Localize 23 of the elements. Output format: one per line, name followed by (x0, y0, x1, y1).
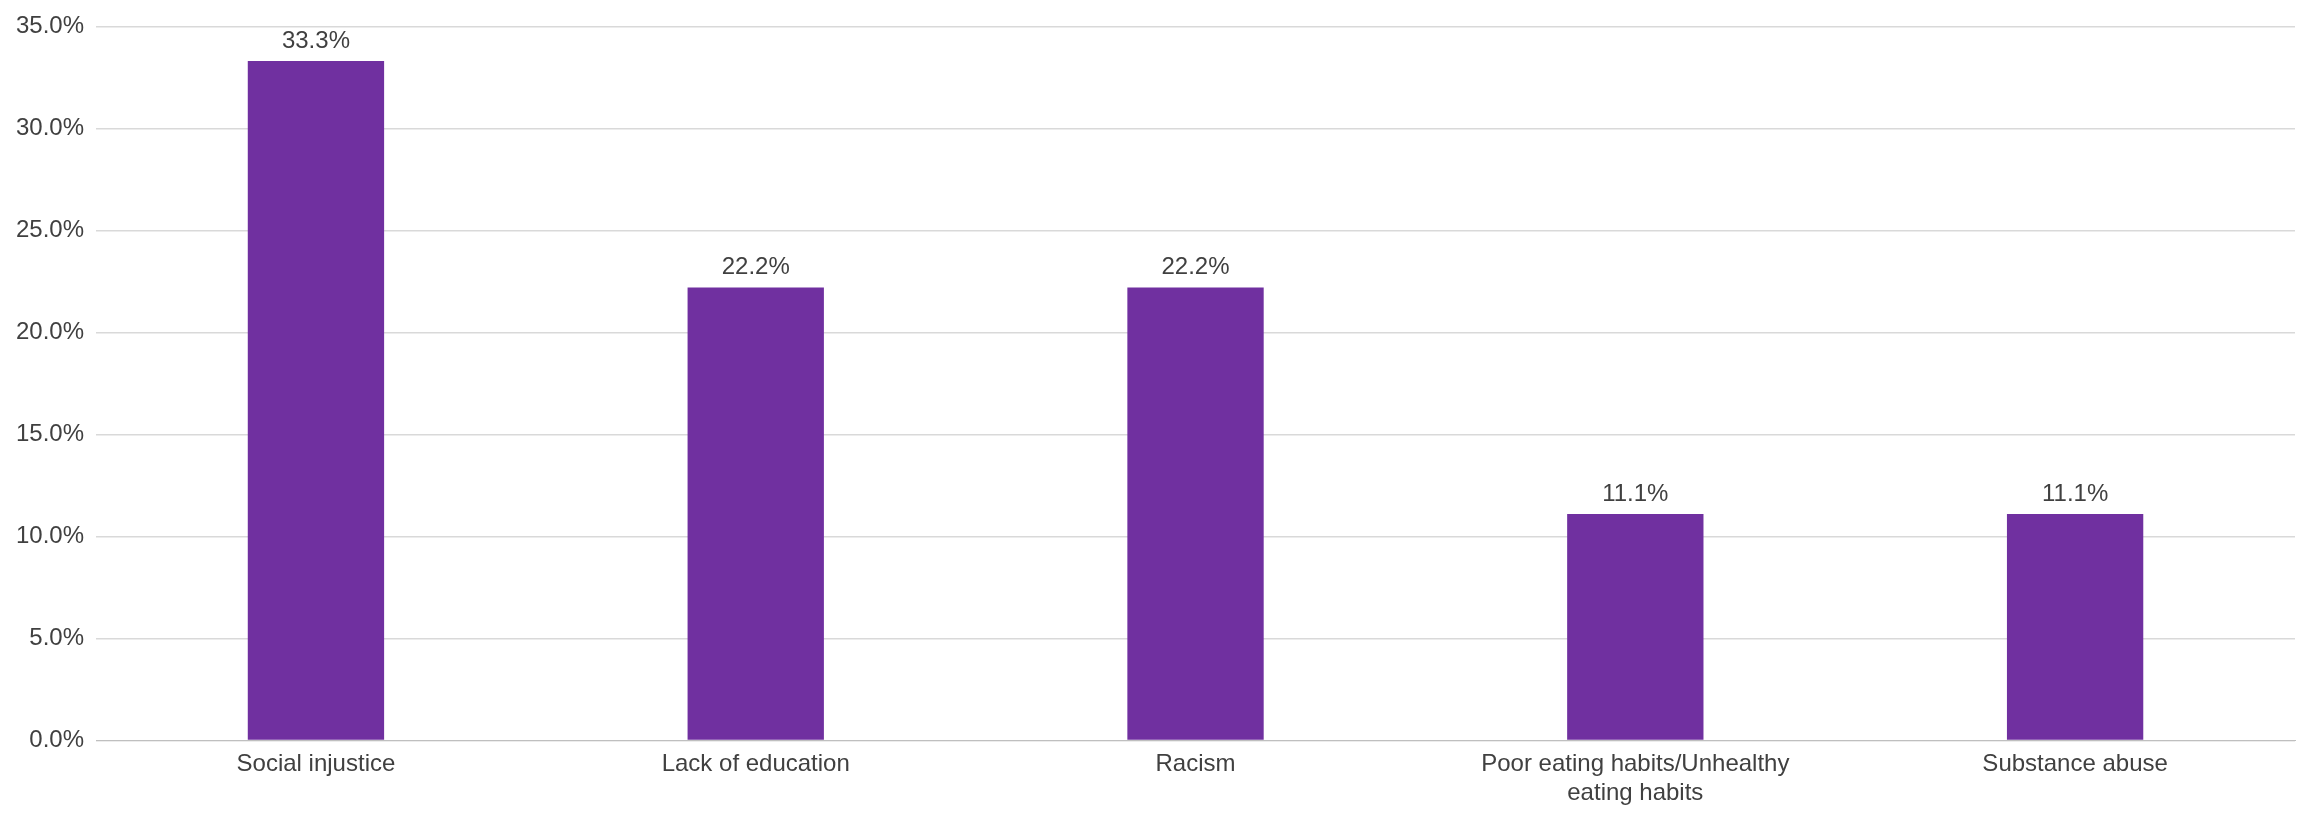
data-label: 11.1% (1602, 478, 1669, 506)
y-tick-label: 20.0% (15, 317, 85, 345)
bar (247, 61, 385, 740)
x-tick-label: Lack of education (661, 749, 850, 777)
y-tick-label: 25.0% (15, 215, 85, 243)
bar (1127, 287, 1264, 740)
x-tick-label: Substance abuse (1982, 749, 2168, 777)
bar (1567, 513, 1704, 740)
data-label: 22.2% (1161, 252, 1230, 280)
data-label: 33.3% (281, 25, 350, 53)
y-tick-label: 0.0% (29, 725, 85, 753)
bar (687, 287, 824, 740)
x-tick-label: Social injustice (236, 749, 396, 777)
y-tick-label: 30.0% (15, 113, 85, 141)
data-label: 11.1% (2041, 478, 2109, 506)
y-tick-label: 15.0% (15, 419, 85, 447)
y-tick-label: 35.0% (15, 11, 85, 39)
x-tick-label: Racism (1155, 749, 1236, 777)
y-tick-label: 5.0% (29, 623, 85, 651)
data-label: 22.2% (721, 252, 790, 280)
y-tick-label: 10.0% (15, 521, 85, 549)
x-tick-label: Poor eating habits/Unhealthy eating habits (1481, 749, 1790, 806)
bar (2006, 513, 2144, 740)
